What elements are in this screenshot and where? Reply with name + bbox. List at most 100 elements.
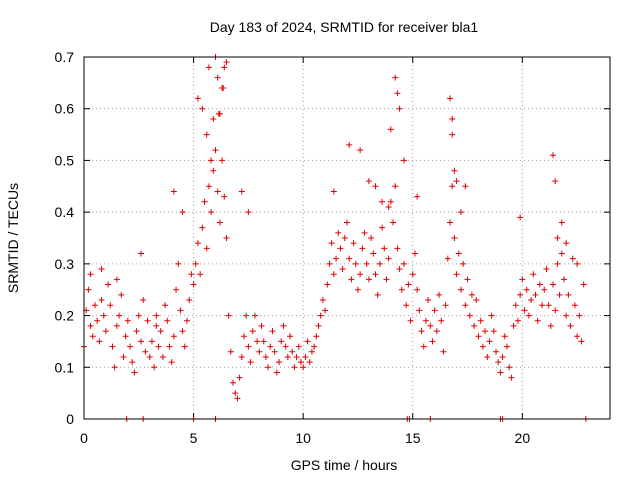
data-point bbox=[407, 317, 414, 324]
data-point bbox=[563, 312, 570, 319]
data-point bbox=[525, 312, 532, 319]
data-point bbox=[227, 348, 234, 355]
data-point bbox=[394, 245, 401, 252]
data-point bbox=[574, 333, 581, 340]
data-point bbox=[545, 302, 552, 309]
data-point bbox=[282, 343, 289, 350]
data-point bbox=[333, 255, 340, 262]
data-point bbox=[523, 286, 530, 293]
data-point bbox=[457, 209, 464, 216]
data-point bbox=[552, 307, 559, 314]
data-point bbox=[146, 353, 153, 360]
data-point bbox=[124, 317, 131, 324]
data-point bbox=[565, 291, 572, 298]
data-point bbox=[236, 374, 243, 381]
data-point bbox=[374, 291, 381, 298]
data-point bbox=[359, 245, 366, 252]
data-point bbox=[462, 302, 469, 309]
data-point bbox=[449, 131, 456, 138]
y-tick-label: 0.1 bbox=[55, 359, 75, 375]
data-point bbox=[464, 276, 471, 283]
data-point bbox=[341, 235, 348, 241]
data-point bbox=[440, 348, 447, 355]
data-point bbox=[271, 348, 278, 355]
data-point bbox=[460, 260, 467, 267]
data-point bbox=[249, 328, 256, 335]
data-point bbox=[142, 348, 149, 355]
data-point bbox=[517, 214, 524, 221]
data-point bbox=[221, 193, 228, 200]
data-point bbox=[89, 333, 96, 340]
data-point bbox=[370, 250, 377, 257]
data-point bbox=[133, 328, 140, 335]
data-point bbox=[348, 276, 355, 283]
data-point bbox=[574, 260, 581, 267]
data-point bbox=[98, 297, 105, 304]
data-point bbox=[471, 322, 478, 329]
data-point bbox=[107, 302, 114, 309]
data-point bbox=[444, 255, 451, 262]
data-point bbox=[346, 255, 353, 262]
data-point bbox=[98, 266, 105, 273]
data-point bbox=[287, 333, 294, 340]
data-point bbox=[326, 260, 333, 267]
x-axis-label: GPS time / hours bbox=[291, 457, 398, 473]
data-point bbox=[403, 302, 410, 309]
data-point bbox=[295, 343, 302, 350]
data-point bbox=[197, 271, 204, 278]
data-point bbox=[503, 343, 510, 350]
data-point bbox=[129, 359, 136, 366]
data-point bbox=[554, 235, 561, 241]
data-point bbox=[405, 281, 412, 288]
data-points bbox=[81, 54, 589, 422]
data-point bbox=[473, 297, 480, 304]
data-point bbox=[127, 343, 134, 350]
data-point bbox=[416, 307, 423, 314]
data-point bbox=[194, 95, 201, 102]
data-point bbox=[398, 286, 405, 293]
data-point bbox=[300, 364, 307, 371]
data-point bbox=[372, 271, 379, 278]
data-point bbox=[194, 240, 201, 247]
data-point bbox=[354, 286, 361, 293]
data-point bbox=[468, 291, 475, 298]
data-point bbox=[543, 266, 550, 273]
data-point bbox=[392, 183, 399, 190]
data-point bbox=[256, 348, 263, 355]
data-point bbox=[475, 333, 482, 340]
data-point bbox=[392, 74, 399, 81]
data-point bbox=[486, 338, 493, 345]
y-tick-label: 0.3 bbox=[55, 256, 75, 272]
data-point bbox=[284, 353, 291, 360]
data-point bbox=[155, 343, 162, 350]
data-point bbox=[311, 343, 318, 350]
data-point bbox=[493, 348, 500, 355]
data-point bbox=[552, 178, 559, 185]
data-point bbox=[490, 328, 497, 335]
y-tick-label: 0 bbox=[66, 411, 74, 427]
data-point bbox=[571, 302, 578, 309]
data-point bbox=[433, 328, 440, 335]
data-point bbox=[381, 245, 388, 252]
data-point bbox=[215, 110, 222, 117]
data-point bbox=[177, 307, 184, 314]
data-point bbox=[289, 348, 296, 355]
data-point bbox=[179, 328, 186, 335]
data-point bbox=[379, 198, 386, 205]
data-point bbox=[273, 369, 280, 376]
data-point bbox=[135, 312, 142, 319]
data-point bbox=[447, 219, 454, 226]
data-point bbox=[245, 343, 252, 350]
x-tick-label: 5 bbox=[190, 430, 198, 446]
data-point bbox=[234, 395, 241, 402]
data-point bbox=[379, 224, 386, 231]
data-point bbox=[368, 235, 375, 241]
data-point bbox=[315, 322, 322, 329]
data-point bbox=[208, 209, 215, 216]
data-point bbox=[534, 317, 541, 324]
data-point bbox=[238, 188, 245, 195]
data-point bbox=[205, 183, 212, 190]
data-point bbox=[168, 359, 175, 366]
data-point bbox=[170, 188, 177, 195]
data-point bbox=[451, 235, 458, 241]
